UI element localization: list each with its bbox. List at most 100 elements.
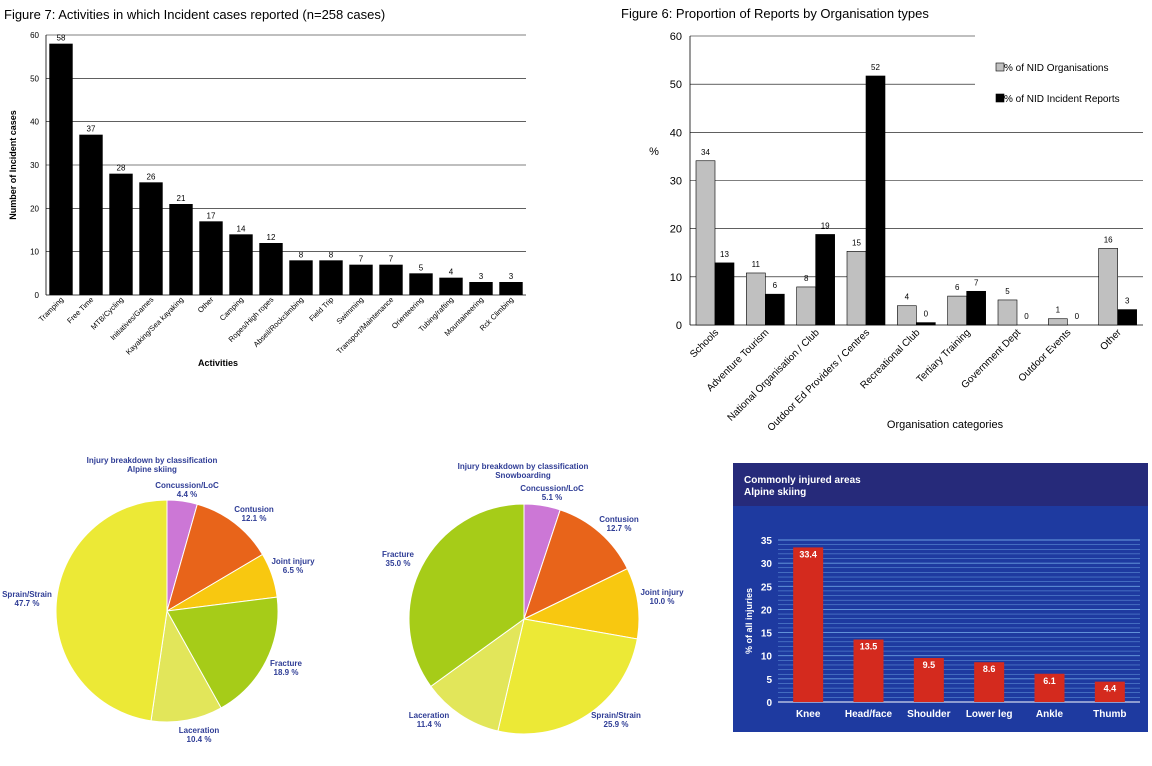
snowboarding-pie-chart: Injury breakdown by classificationSnowbo… <box>382 462 684 735</box>
bar-value-label: 58 <box>57 34 66 43</box>
pie-title: Injury breakdown by classification <box>87 456 218 465</box>
y-tick-label: 30 <box>670 176 682 188</box>
y-tick-label: 20 <box>30 204 39 213</box>
x-tick-label: Other <box>1098 327 1124 353</box>
bar-value-label: 6.1 <box>1043 676 1056 686</box>
bar <box>695 160 716 326</box>
bar <box>289 260 313 295</box>
bar <box>349 264 373 295</box>
panel-subtitle: Alpine skiing <box>744 487 806 498</box>
y-tick-label: 10 <box>30 248 39 257</box>
legend-label: % of NID Incident Reports <box>1004 94 1120 105</box>
slice-label: Joint injury <box>271 557 315 566</box>
bar <box>1094 681 1125 702</box>
y-tick-label: 20 <box>761 605 773 616</box>
bar <box>916 322 936 326</box>
slice-label: Concussion/LoC <box>520 484 584 493</box>
pie-subtitle: Alpine skiing <box>127 465 177 474</box>
y-axis-title: Number of Incident cases <box>8 110 18 220</box>
x-axis-title: Organisation categories <box>887 419 1004 431</box>
x-tick-label: Free Time <box>65 295 95 325</box>
bar-value-label: 28 <box>117 164 126 173</box>
x-axis-title: Activities <box>198 358 238 368</box>
y-tick-label: 60 <box>670 31 682 43</box>
bar-value-label: 8.6 <box>983 664 996 674</box>
x-tick-label: Head/face <box>845 709 893 720</box>
bar-value-label: 13.5 <box>860 642 878 652</box>
pie-slice <box>522 567 640 640</box>
bar <box>199 221 223 295</box>
bar-value-label: 11 <box>752 260 761 269</box>
bar <box>793 547 824 702</box>
x-tick-label: Thumb <box>1093 709 1126 720</box>
pie-slice <box>166 503 264 613</box>
x-tick-label: Camping <box>218 295 246 323</box>
x-tick-label: Kayaking/Sea kayaking <box>124 295 185 356</box>
bar-value-label: 7 <box>974 278 979 287</box>
bar-value-label: 3 <box>509 272 514 281</box>
x-tick-label: Tramping <box>37 295 66 324</box>
bar <box>499 282 523 295</box>
x-tick-label: National Organisation / Club <box>726 327 823 424</box>
slice-value-label: 47.7 % <box>15 599 40 608</box>
bar <box>1034 673 1065 702</box>
legend-swatch <box>995 93 1005 103</box>
x-tick-label: Field Trip <box>307 295 335 323</box>
x-tick-label: Swimming <box>335 295 366 326</box>
bar <box>853 639 884 702</box>
bar-value-label: 4.4 <box>1104 684 1117 694</box>
y-tick-label: 5 <box>766 675 772 686</box>
pie-subtitle: Snowboarding <box>495 471 551 480</box>
bar-value-label: 5 <box>419 263 424 272</box>
legend-label: % of NID Organisations <box>1004 63 1109 74</box>
pie-slice <box>166 596 279 709</box>
bar <box>765 293 785 326</box>
x-tick-label: Other <box>196 295 216 315</box>
bar <box>714 262 735 326</box>
bar <box>897 305 917 326</box>
bar-value-label: 14 <box>237 224 246 233</box>
y-tick-label: 30 <box>761 559 773 570</box>
bar <box>409 273 433 295</box>
bar <box>229 234 253 295</box>
bar-value-label: 26 <box>147 172 156 181</box>
slice-label: Sprain/Strain <box>2 590 52 599</box>
bar-value-label: 21 <box>177 194 186 203</box>
slice-label: Contusion <box>599 515 639 524</box>
bar <box>139 182 163 295</box>
bar-value-label: 15 <box>852 238 861 247</box>
slice-value-label: 4.4 % <box>177 490 197 499</box>
bar-value-label: 7 <box>389 255 394 264</box>
bar-value-label: 33.4 <box>799 549 817 559</box>
bar <box>79 134 103 295</box>
y-tick-label: 15 <box>761 629 773 640</box>
bar <box>169 204 193 295</box>
y-tick-label: 35 <box>761 536 773 547</box>
bar-value-label: 13 <box>720 250 729 259</box>
pie-slice <box>430 617 525 732</box>
slice-value-label: 35.0 % <box>386 559 411 568</box>
y-tick-label: 30 <box>30 161 39 170</box>
bar-value-label: 1 <box>1056 306 1061 315</box>
x-tick-label: Lower leg <box>966 709 1013 720</box>
y-axis-title: % <box>649 146 659 158</box>
x-tick-label: Ankle <box>1036 709 1064 720</box>
x-tick-label: Tertiary Training <box>915 327 973 385</box>
bar-value-label: 4 <box>449 268 454 277</box>
y-tick-label: 60 <box>30 31 39 40</box>
bar <box>469 282 493 295</box>
panel-header <box>733 463 1148 506</box>
bar-value-label: 0 <box>1075 312 1080 321</box>
bar-value-label: 6 <box>773 281 778 290</box>
bar <box>947 295 967 326</box>
bar-value-label: 8 <box>299 250 304 259</box>
slice-label: Laceration <box>179 726 220 735</box>
pie-title: Injury breakdown by classification <box>458 462 589 471</box>
bar-value-label: 6 <box>955 283 960 292</box>
slice-value-label: 12.7 % <box>607 524 632 533</box>
slice-label: Sprain/Strain <box>591 711 641 720</box>
slice-label: Fracture <box>270 659 303 668</box>
slice-value-label: 11.4 % <box>417 720 441 729</box>
